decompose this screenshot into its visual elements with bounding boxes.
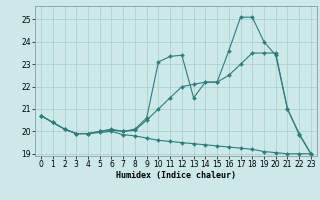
X-axis label: Humidex (Indice chaleur): Humidex (Indice chaleur) [116, 171, 236, 180]
